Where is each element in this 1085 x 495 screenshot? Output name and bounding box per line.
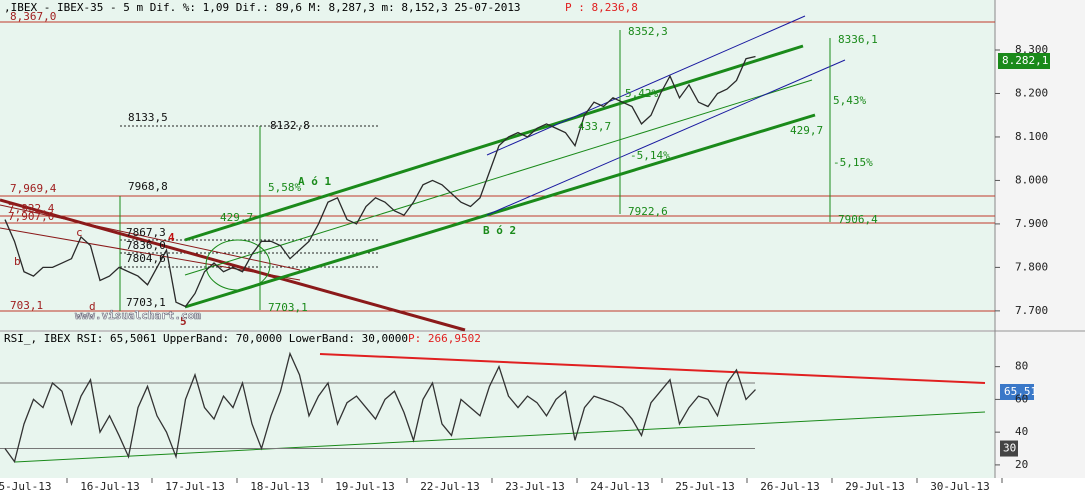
annotation: 7836,0	[126, 239, 166, 252]
annotation: 7,969,4	[10, 182, 57, 195]
y-tick-label: 8.300	[1015, 43, 1048, 56]
x-tick-label: 25-Jul-13	[675, 480, 735, 493]
annotation: 5,58%	[268, 181, 301, 194]
annotation: 7,907,0	[8, 210, 54, 223]
y-tick-label: 7.700	[1015, 304, 1048, 317]
annotation: A ó 1	[298, 175, 331, 188]
x-tick-label: 17-Jul-13	[165, 480, 225, 493]
x-tick-label: 26-Jul-13	[760, 480, 820, 493]
x-tick-label: 22-Jul-13	[420, 480, 480, 493]
x-tick-label: 23-Jul-13	[505, 480, 565, 493]
annotation: 5,42%	[625, 87, 658, 100]
annotation: 7867,3	[126, 226, 166, 239]
x-tick-label: 18-Jul-13	[250, 480, 310, 493]
annotation: 433,7	[578, 120, 611, 133]
y-tick-label: 80	[1015, 360, 1028, 373]
y-tick-label: 8.200	[1015, 86, 1048, 99]
x-tick-label: 29-Jul-13	[845, 480, 905, 493]
y-tick-label: 40	[1015, 425, 1028, 438]
price-header: ,IBEX - IBEX-35 - 5 m Dif. %: 1,09 Dif.:…	[4, 1, 521, 14]
x-tick-label: 16-Jul-13	[80, 480, 140, 493]
price-tag-box	[998, 53, 1050, 69]
annotation: 7922,6	[628, 205, 668, 218]
annotation: c	[76, 226, 83, 239]
series-line	[4, 351, 756, 464]
rsi-tag: 65,51	[1004, 385, 1037, 398]
annotation: 7703,1	[268, 301, 308, 314]
annotation: -5,15%	[833, 156, 873, 169]
annotation: 703,1	[10, 299, 43, 312]
price-tag: 8.282,1	[1002, 54, 1048, 67]
y-tick-label: 20	[1015, 458, 1028, 471]
annotation: 8133,5	[128, 111, 168, 124]
levels	[0, 15, 995, 463]
y-tick-label: 8.100	[1015, 130, 1048, 143]
series-line	[4, 55, 756, 308]
band-tag-box	[1000, 440, 1018, 457]
rsi-panel	[0, 332, 995, 478]
annotation: B ó 2	[483, 224, 516, 237]
rsi-header-value: P: 266,9502	[408, 332, 481, 345]
annotation: 7703,1	[126, 296, 166, 309]
annotation: 8336,1	[838, 33, 878, 46]
annotation: 7,922,4	[8, 202, 55, 215]
annotation: 4	[168, 231, 175, 244]
y-tick-label: 7.900	[1015, 217, 1048, 230]
annotation: d	[89, 300, 96, 313]
annotation: 8,367,0	[10, 10, 56, 23]
y-tick-label: 60	[1015, 392, 1028, 405]
x-tick-label: 30-Jul-13	[930, 480, 990, 493]
annotation: 8132,8	[270, 119, 310, 132]
band-tag: 30	[1003, 442, 1016, 455]
x-tick-label: 24-Jul-13	[590, 480, 650, 493]
y-tick-label: 7.800	[1015, 260, 1048, 273]
annotation: 429,7	[790, 124, 823, 137]
annotation: -5,14%	[630, 149, 670, 162]
annotation: 7968,8	[128, 180, 168, 193]
annotation: 5,43%	[833, 94, 866, 107]
annotation: 429,7	[220, 211, 253, 224]
rsi-header: RSI_, IBEX RSI: 65,5061 UpperBand: 70,00…	[4, 332, 408, 345]
annotation: 7804,6	[126, 252, 166, 265]
annotation: 8352,3	[628, 25, 668, 38]
annotation: 7906,4	[838, 213, 878, 226]
annotation: b	[14, 255, 21, 268]
y-tick-label: 8.000	[1015, 173, 1048, 186]
price-header-value: P : 8,236,8	[565, 1, 638, 14]
rsi-tag-box	[1000, 384, 1034, 400]
x-tick-label: 19-Jul-13	[335, 480, 395, 493]
annotation: 5	[180, 315, 187, 328]
annotation: www.visualchart.com	[75, 309, 201, 322]
price-panel	[0, 0, 995, 330]
x-tick-label: 5-Jul-13	[0, 480, 51, 493]
